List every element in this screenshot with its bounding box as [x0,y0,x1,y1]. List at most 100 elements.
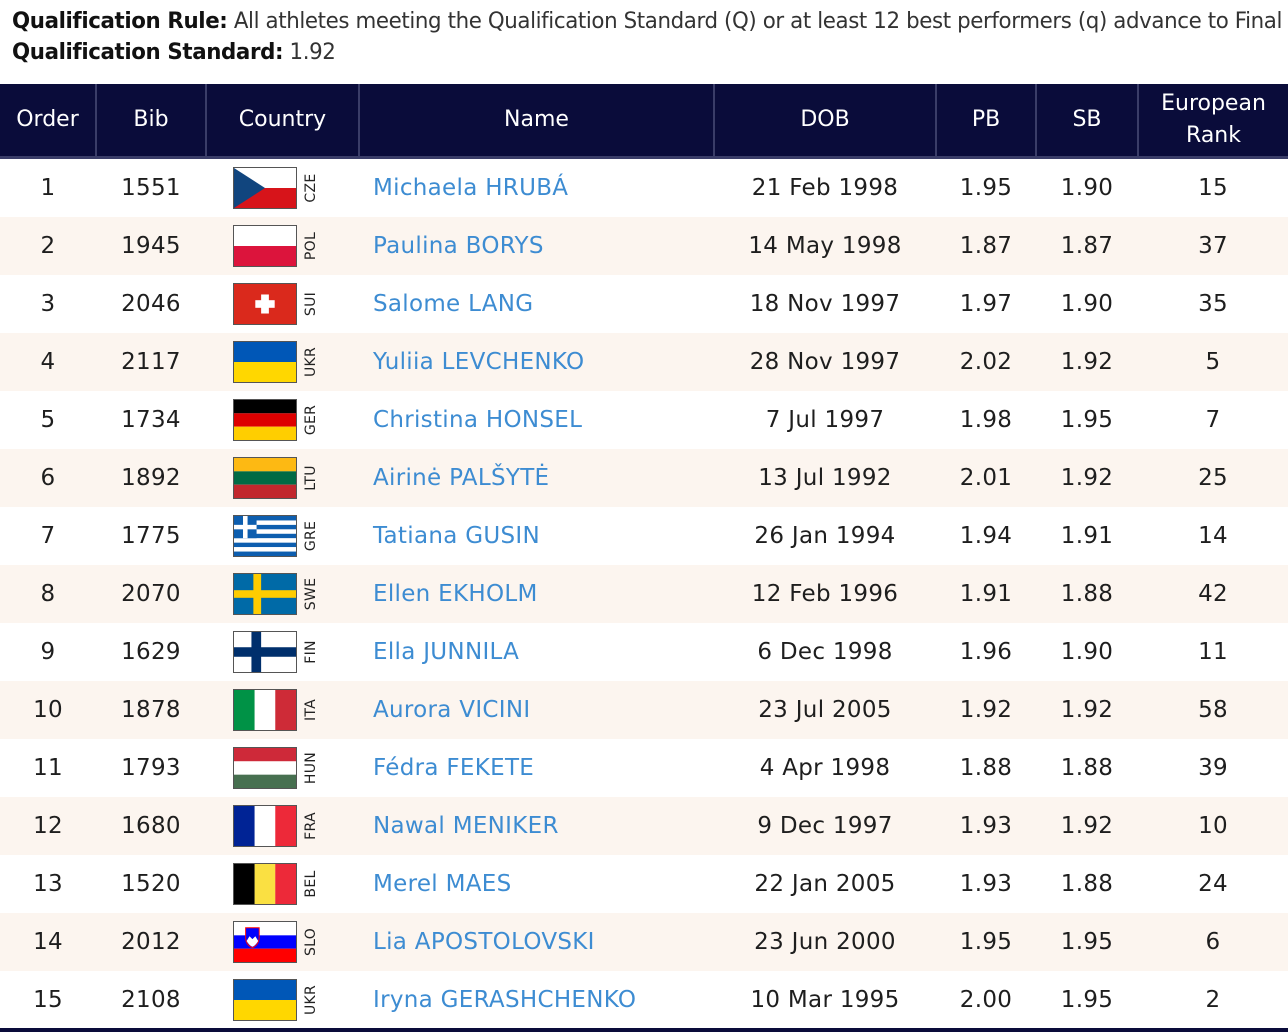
athlete-name-link[interactable]: Ellen EKHOLM [373,580,538,607]
country-code: GER [303,404,319,435]
header-dob[interactable]: DOB [714,84,937,159]
cell-sb: 1.92 [1060,696,1114,723]
header-sb[interactable]: SB [1036,84,1139,159]
cell-sb: 1.90 [1060,174,1114,201]
country-wrap: HUN [206,739,359,797]
header-country[interactable]: Country [206,84,360,159]
cell-country: UKR [206,333,359,391]
cell-dob: 12 Feb 1996 [751,580,899,607]
cell-country: SWE [206,565,359,623]
flag-icon [233,920,297,963]
cell-dob: 6 Dec 1998 [757,638,893,665]
athlete-name-link[interactable]: Paulina BORYS [373,232,544,259]
qualification-rule-text: All athletes meeting the Qualification S… [233,9,1283,34]
header-bib[interactable]: Bib [96,84,207,159]
cell-country: GRE [206,507,359,565]
cell-pb: 1.95 [959,174,1013,201]
cell-pb: 1.93 [959,870,1013,897]
cell-sb: 1.92 [1060,812,1114,839]
cell-dob: 14 May 1998 [748,232,902,259]
country-code: SWE [303,577,319,610]
cell-bib: 2108 [121,986,181,1013]
header-european-rank[interactable]: European Rank [1138,84,1288,159]
cell-dob: 23 Jul 2005 [758,696,892,723]
cell-pb: 1.93 [959,812,1013,839]
country-wrap: UKR [206,333,359,391]
flag-icon [233,630,297,673]
cell-bib: 2046 [121,290,181,317]
cell-european-rank: 7 [1205,406,1221,433]
athlete-name-link[interactable]: Fédra FEKETE [373,754,535,781]
flag-icon [233,572,297,615]
cell-dob: 21 Feb 1998 [751,174,899,201]
cell-pb: 1.88 [959,754,1013,781]
cell-name: Yuliia LEVCHENKO [359,333,714,391]
cell-bib: 1680 [121,812,181,839]
athlete-name-link[interactable]: Aurora VICINI [373,696,531,723]
header-rank-line1: European [1161,90,1266,116]
athlete-name-link[interactable]: Yuliia LEVCHENKO [373,348,585,375]
athlete-name-link[interactable]: Airinė PALŠYTĖ [373,464,550,491]
cell-european-rank: 58 [1198,696,1228,723]
header-pb[interactable]: PB [936,84,1037,159]
cell-order: 6 [40,464,56,491]
country-wrap: UKR [206,971,359,1029]
table-row: 1 1551 CZE Michaela HRUBÁ 21 Feb 1998 1.95 1.9… [0,157,1288,217]
country-wrap: CZE [206,159,359,217]
cell-pb: 1.91 [959,580,1013,607]
table-row: 6 1892 LTU Airinė PALŠYTĖ 13 Jul 1992 2.01 1.9… [0,448,1288,507]
cell-dob: 18 Nov 1997 [749,290,901,317]
cell-country: FRA [206,797,359,855]
cell-country: SUI [206,275,359,333]
athlete-name-link[interactable]: Michaela HRUBÁ [373,174,569,201]
cell-order: 13 [33,870,63,897]
cell-order: 11 [33,754,63,781]
cell-pb: 2.00 [959,986,1013,1013]
athlete-name-link[interactable]: Tatiana GUSIN [373,522,540,549]
athlete-name-link[interactable]: Salome LANG [373,290,534,317]
cell-sb: 1.90 [1060,638,1114,665]
table-row: 11 1793 HUN Fédra FEKETE 4 Apr 1998 1.88 1.88 3… [0,738,1288,797]
header-name[interactable]: Name [359,84,715,159]
country-wrap: BEL [206,855,359,913]
cell-dob: 4 Apr 1998 [759,754,891,781]
cell-country: CZE [206,157,359,217]
cell-european-rank: 5 [1205,348,1221,375]
cell-name: Fédra FEKETE [359,739,714,797]
cell-pb: 1.97 [959,290,1013,317]
country-code: POL [303,231,319,260]
cell-name: Paulina BORYS [359,217,714,275]
start-list-table: Order Bib Country Name DOB PB SB Europea… [0,84,1288,1029]
cell-pb: 1.94 [959,522,1013,549]
cell-bib: 2012 [121,928,181,955]
flag-icon [233,456,297,499]
flag-icon [233,688,297,731]
country-wrap: FRA [206,797,359,855]
table-row: 14 2012 SLO Lia APOSTOLOVSKI 23 Jun 2000 1.95… [0,912,1288,971]
athlete-name-link[interactable]: Nawal MENIKER [373,812,559,839]
cell-european-rank: 25 [1198,464,1228,491]
athlete-name-link[interactable]: Lia APOSTOLOVSKI [373,928,595,955]
athlete-name-link[interactable]: Ella JUNNILA [373,638,520,665]
cell-pb: 2.01 [959,464,1013,491]
cell-european-rank: 11 [1198,638,1228,665]
athlete-name-link[interactable]: Iryna GERASHCHENKO [373,986,637,1013]
cell-dob: 7 Jul 1997 [765,406,885,433]
cell-country: GER [206,391,359,449]
athlete-name-link[interactable]: Christina HONSEL [373,406,583,433]
qualification-info: Qualification Rule: All athletes meeting… [12,6,1282,68]
cell-bib: 1629 [121,638,181,665]
table-row: 15 2108 UKR Iryna GERASHCHENKO 10 Mar 1995 2.… [0,970,1288,1029]
header-order[interactable]: Order [0,84,97,159]
country-code: SLO [303,927,319,956]
cell-dob: 10 Mar 1995 [750,986,900,1013]
cell-european-rank: 37 [1198,232,1228,259]
table-row: 9 1629 FIN Ella JUNNILA 6 Dec 1998 1.96 1.90 11 [0,622,1288,681]
athlete-name-link[interactable]: Merel MAES [373,870,512,897]
cell-order: 12 [33,812,63,839]
cell-sb: 1.92 [1060,348,1114,375]
country-code: FIN [303,639,319,664]
cell-sb: 1.88 [1060,580,1114,607]
table-row: 3 2046 SUI Salome LANG 18 Nov 1997 1.97 1.90 35 [0,274,1288,333]
flag-icon [233,862,297,905]
